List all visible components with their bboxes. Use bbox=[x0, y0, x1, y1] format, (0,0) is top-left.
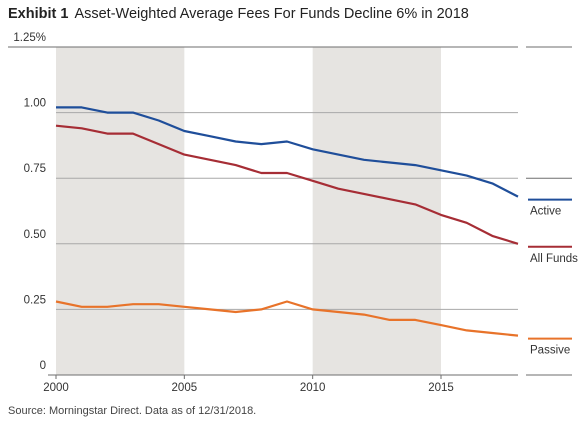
x-tick-label: 2010 bbox=[300, 382, 326, 394]
legend-label: All Funds bbox=[530, 253, 578, 265]
y-tick-label: 1.00 bbox=[24, 98, 46, 110]
series-line-active bbox=[56, 106, 519, 198]
x-tick-label: 2015 bbox=[428, 382, 454, 394]
chart-title-text: Asset-Weighted Average Fees For Funds De… bbox=[74, 6, 469, 22]
line-chart: 0 0.25 0.50 0.75 1.00 1.25% 2000 2005 2010 2015 Ac… bbox=[8, 32, 578, 394]
series-line-all-funds bbox=[55, 124, 519, 245]
shaded-period-0 bbox=[56, 47, 185, 375]
chart-title: Exhibit 1 Asset-Weighted Average Fees For… bbox=[8, 6, 469, 22]
source-note: Source: Morningstar Direct. Data as of 1… bbox=[8, 405, 257, 417]
y-tick-label: 0.50 bbox=[24, 229, 46, 241]
y-tick-label: 0.25 bbox=[24, 294, 46, 306]
legend-label: Passive bbox=[530, 345, 570, 357]
y-tick-label: 0 bbox=[40, 360, 46, 372]
y-tick-label: 0.75 bbox=[24, 163, 46, 175]
legend-label: Active bbox=[530, 206, 561, 218]
series-line-passive bbox=[55, 300, 519, 337]
exhibit-label: Exhibit 1 bbox=[8, 6, 69, 22]
shaded-period-1 bbox=[312, 47, 441, 375]
x-tick-label: 2005 bbox=[172, 382, 198, 394]
y-tick-label: 1.25% bbox=[13, 32, 46, 44]
x-tick-label: 2000 bbox=[43, 382, 69, 394]
